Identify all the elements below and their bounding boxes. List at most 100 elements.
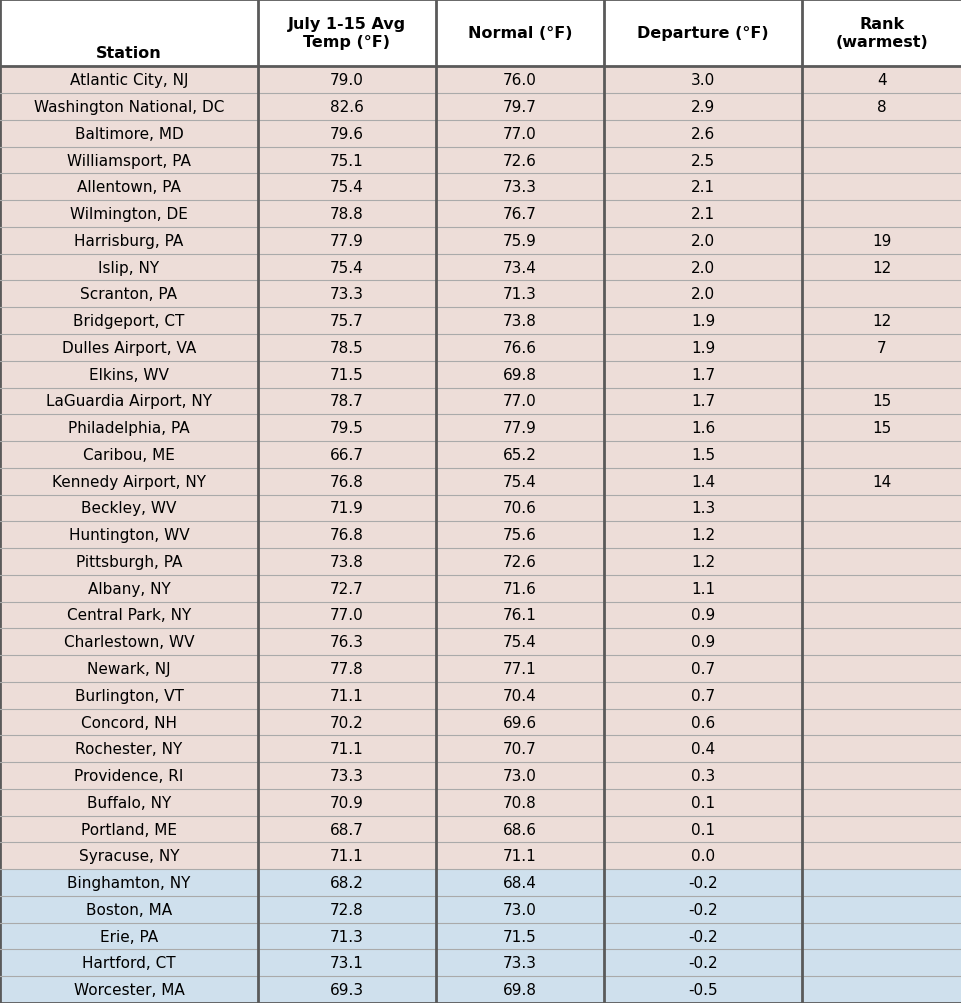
Bar bbox=[0, 468, 961, 495]
Text: 70.9: 70.9 bbox=[330, 795, 363, 810]
Text: 69.6: 69.6 bbox=[503, 715, 536, 730]
Text: 19: 19 bbox=[872, 234, 891, 249]
Text: Wilmington, DE: Wilmington, DE bbox=[70, 207, 187, 222]
Text: 75.6: 75.6 bbox=[503, 528, 536, 543]
Text: 2.5: 2.5 bbox=[690, 153, 714, 169]
Text: 68.2: 68.2 bbox=[330, 876, 363, 891]
Bar bbox=[0, 950, 961, 976]
Bar bbox=[0, 522, 961, 549]
Bar bbox=[0, 576, 961, 602]
Text: Scranton, PA: Scranton, PA bbox=[81, 287, 178, 302]
Text: Hartford, CT: Hartford, CT bbox=[82, 956, 176, 970]
Text: 1.9: 1.9 bbox=[690, 314, 714, 329]
Text: 82.6: 82.6 bbox=[330, 100, 363, 115]
Bar bbox=[0, 120, 961, 147]
Text: 69.8: 69.8 bbox=[503, 367, 536, 382]
Text: 77.1: 77.1 bbox=[503, 661, 536, 676]
Text: 68.6: 68.6 bbox=[503, 821, 536, 837]
Text: 75.9: 75.9 bbox=[503, 234, 536, 249]
Text: 68.7: 68.7 bbox=[330, 821, 363, 837]
Text: Buffalo, NY: Buffalo, NY bbox=[86, 795, 171, 810]
Text: Harrisburg, PA: Harrisburg, PA bbox=[74, 234, 184, 249]
Text: Baltimore, MD: Baltimore, MD bbox=[75, 126, 184, 141]
Bar bbox=[0, 361, 961, 388]
Text: Allentown, PA: Allentown, PA bbox=[77, 181, 181, 196]
Text: 77.9: 77.9 bbox=[503, 420, 536, 435]
Bar bbox=[0, 441, 961, 468]
Text: Binghamton, NY: Binghamton, NY bbox=[67, 876, 190, 891]
Text: Departure (°F): Departure (°F) bbox=[636, 26, 768, 41]
Text: 71.5: 71.5 bbox=[503, 929, 536, 944]
Text: 78.7: 78.7 bbox=[330, 394, 363, 409]
Text: 1.5: 1.5 bbox=[690, 447, 714, 462]
Text: 0.7: 0.7 bbox=[690, 688, 714, 703]
Text: Caribou, ME: Caribou, ME bbox=[83, 447, 175, 462]
Text: 77.0: 77.0 bbox=[330, 608, 363, 623]
Text: -0.5: -0.5 bbox=[687, 982, 717, 997]
Text: 79.5: 79.5 bbox=[330, 420, 363, 435]
Bar bbox=[0, 789, 961, 815]
Text: 14: 14 bbox=[872, 474, 891, 489]
Text: Atlantic City, NJ: Atlantic City, NJ bbox=[70, 73, 188, 88]
Text: Charlestown, WV: Charlestown, WV bbox=[63, 635, 194, 650]
Text: 0.4: 0.4 bbox=[690, 741, 714, 756]
Text: Concord, NH: Concord, NH bbox=[81, 715, 177, 730]
Text: 65.2: 65.2 bbox=[503, 447, 536, 462]
Text: Station: Station bbox=[96, 46, 161, 61]
Text: Elkins, WV: Elkins, WV bbox=[89, 367, 169, 382]
Bar bbox=[0, 175, 961, 201]
Text: 69.3: 69.3 bbox=[330, 982, 363, 997]
Bar bbox=[0, 201, 961, 228]
Text: -0.2: -0.2 bbox=[687, 902, 717, 917]
Text: 76.3: 76.3 bbox=[330, 635, 363, 650]
Bar bbox=[0, 815, 961, 843]
Text: Syracuse, NY: Syracuse, NY bbox=[79, 849, 179, 864]
Bar bbox=[0, 388, 961, 415]
Text: 8: 8 bbox=[876, 100, 886, 115]
Text: 4: 4 bbox=[876, 73, 886, 88]
Text: Dulles Airport, VA: Dulles Airport, VA bbox=[62, 341, 196, 355]
Text: 71.1: 71.1 bbox=[330, 741, 363, 756]
Text: 72.6: 72.6 bbox=[503, 555, 536, 570]
Bar bbox=[0, 335, 961, 361]
Text: 1.6: 1.6 bbox=[690, 420, 714, 435]
Text: 71.1: 71.1 bbox=[330, 849, 363, 864]
Text: -0.2: -0.2 bbox=[687, 956, 717, 970]
Text: 0.6: 0.6 bbox=[690, 715, 714, 730]
Text: 1.7: 1.7 bbox=[690, 367, 714, 382]
Text: 79.0: 79.0 bbox=[330, 73, 363, 88]
Text: 76.8: 76.8 bbox=[330, 528, 363, 543]
Text: 71.3: 71.3 bbox=[330, 929, 363, 944]
Text: 76.7: 76.7 bbox=[503, 207, 536, 222]
Bar bbox=[0, 896, 961, 923]
Text: 2.1: 2.1 bbox=[690, 181, 714, 196]
Text: 75.7: 75.7 bbox=[330, 314, 363, 329]
Text: Pittsburgh, PA: Pittsburgh, PA bbox=[76, 555, 182, 570]
Bar bbox=[0, 549, 961, 576]
Bar bbox=[0, 602, 961, 629]
Bar bbox=[0, 0, 961, 67]
Text: 0.9: 0.9 bbox=[690, 635, 714, 650]
Bar bbox=[0, 682, 961, 709]
Bar bbox=[0, 976, 961, 1003]
Text: 70.4: 70.4 bbox=[503, 688, 536, 703]
Text: Normal (°F): Normal (°F) bbox=[467, 26, 572, 41]
Bar bbox=[0, 843, 961, 870]
Text: July 1-15 Avg
Temp (°F): July 1-15 Avg Temp (°F) bbox=[287, 17, 406, 50]
Text: 72.7: 72.7 bbox=[330, 581, 363, 596]
Text: LaGuardia Airport, NY: LaGuardia Airport, NY bbox=[46, 394, 211, 409]
Text: Providence, RI: Providence, RI bbox=[74, 768, 184, 783]
Text: 0.1: 0.1 bbox=[690, 795, 714, 810]
Text: Boston, MA: Boston, MA bbox=[86, 902, 172, 917]
Text: 76.6: 76.6 bbox=[503, 341, 536, 355]
Text: 0.1: 0.1 bbox=[690, 821, 714, 837]
Text: 2.0: 2.0 bbox=[690, 234, 714, 249]
Text: 75.1: 75.1 bbox=[330, 153, 363, 169]
Text: 12: 12 bbox=[872, 314, 891, 329]
Bar bbox=[0, 94, 961, 120]
Bar bbox=[0, 67, 961, 94]
Text: 0.3: 0.3 bbox=[690, 768, 714, 783]
Text: Rochester, NY: Rochester, NY bbox=[75, 741, 183, 756]
Text: 76.1: 76.1 bbox=[503, 608, 536, 623]
Text: 71.1: 71.1 bbox=[330, 688, 363, 703]
